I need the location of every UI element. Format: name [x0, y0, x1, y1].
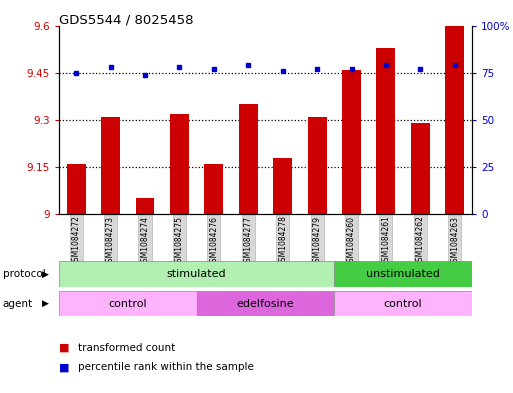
Bar — [204, 164, 223, 214]
Bar — [445, 26, 464, 214]
Text: protocol: protocol — [3, 269, 45, 279]
Bar — [135, 198, 154, 214]
Bar — [334, 291, 472, 316]
Bar — [59, 291, 196, 316]
Bar — [411, 123, 430, 214]
Bar — [239, 104, 258, 214]
Text: ■: ■ — [59, 343, 69, 353]
Text: ▶: ▶ — [42, 299, 49, 308]
Text: ▶: ▶ — [42, 270, 49, 279]
Text: agent: agent — [3, 299, 33, 309]
Bar — [101, 117, 120, 214]
Text: edelfosine: edelfosine — [236, 299, 294, 309]
Bar — [308, 117, 327, 214]
Bar — [334, 261, 472, 287]
Text: percentile rank within the sample: percentile rank within the sample — [78, 362, 254, 373]
Text: stimulated: stimulated — [167, 269, 226, 279]
Text: control: control — [109, 299, 147, 309]
Text: control: control — [384, 299, 422, 309]
Bar — [273, 158, 292, 214]
Text: ■: ■ — [59, 362, 69, 373]
Text: transformed count: transformed count — [78, 343, 176, 353]
Bar — [377, 48, 396, 214]
Text: unstimulated: unstimulated — [366, 269, 440, 279]
Bar — [342, 70, 361, 214]
Bar — [59, 261, 334, 287]
Bar — [67, 164, 86, 214]
Bar — [170, 114, 189, 214]
Bar — [196, 291, 334, 316]
Text: GDS5544 / 8025458: GDS5544 / 8025458 — [59, 14, 193, 27]
